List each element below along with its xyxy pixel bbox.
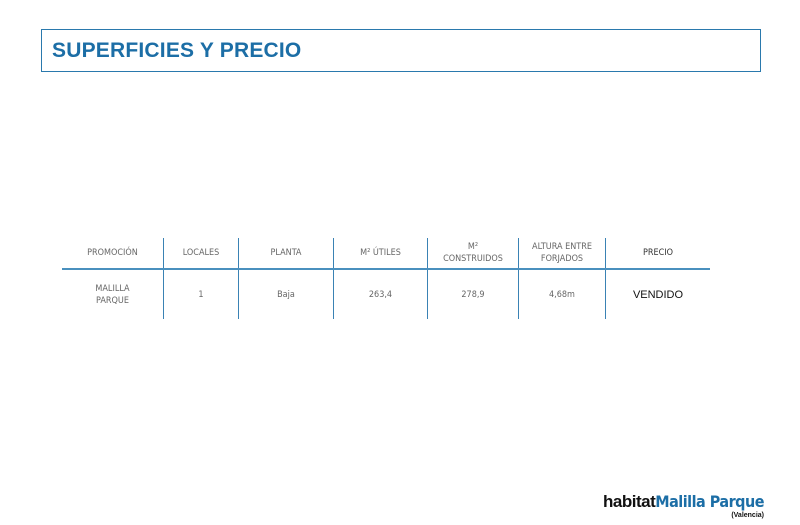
habitat-logo: habitatMalilla Parque [603, 492, 764, 512]
cell-altura: 4,68m [519, 270, 606, 319]
surfaces-table: PROMOCIÓN LOCALES PLANTA M² ÚTILES M² CO… [62, 238, 710, 319]
header-m2-construidos: M² CONSTRUIDOS [428, 238, 519, 268]
header-altura: ALTURA ENTRE FORJADOS [519, 238, 606, 268]
table-row: MALILLA PARQUE 1 Baja 263,4 278,9 4,68m … [62, 270, 710, 319]
cell-m2-construidos: 278,9 [428, 270, 519, 319]
header-precio: PRECIO [642, 248, 674, 258]
cell-m2-utiles: 263,4 [334, 270, 428, 319]
header-promocion: PROMOCIÓN [62, 238, 164, 268]
logo-brand: habitat [603, 492, 656, 511]
cell-planta: Baja [239, 270, 334, 319]
table-header-row: PROMOCIÓN LOCALES PLANTA M² ÚTILES M² CO… [62, 238, 710, 270]
cell-promocion: MALILLA PARQUE [62, 270, 164, 319]
page-title: SUPERFICIES Y PRECIO [52, 39, 302, 62]
logo-location: (Valencia) [731, 512, 764, 519]
header-locales: LOCALES [164, 238, 239, 268]
title-box: SUPERFICIES Y PRECIO [41, 29, 761, 72]
cell-locales: 1 [164, 270, 239, 319]
logo-name: Malilla Parque [655, 492, 764, 511]
cell-precio: VENDIDO [632, 288, 684, 301]
header-m2-utiles: M² ÚTILES [334, 238, 428, 268]
header-planta: PLANTA [239, 238, 334, 268]
